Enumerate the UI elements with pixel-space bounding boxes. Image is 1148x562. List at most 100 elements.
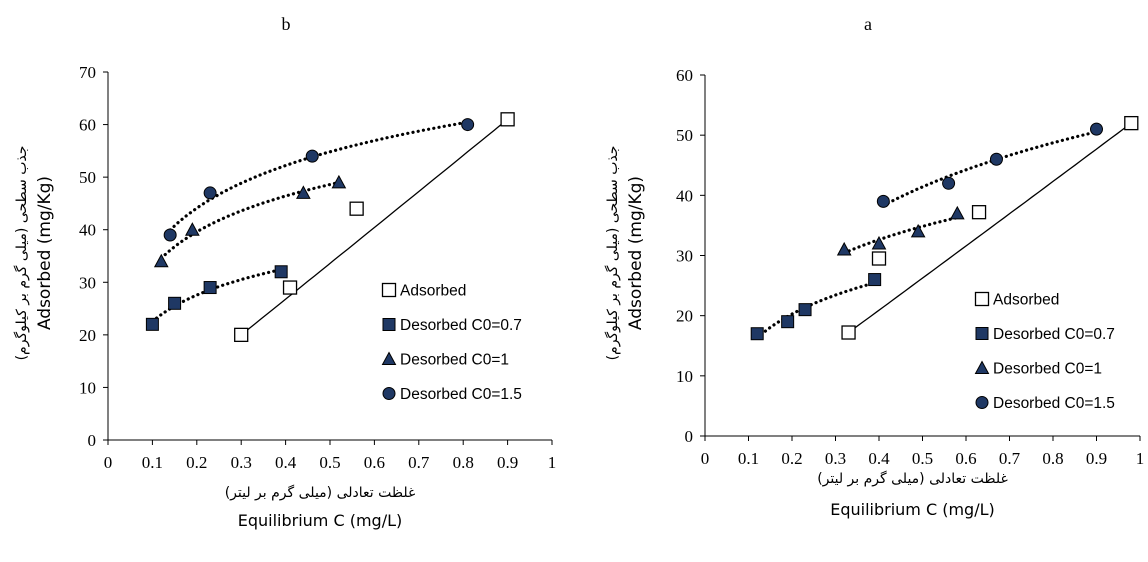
x-tick-label: 0.2: [781, 449, 802, 468]
x-tick-label: 0.5: [319, 453, 340, 472]
legend-label: Desorbed C0=0.7: [993, 326, 1115, 343]
data-point-series-2: [185, 222, 200, 236]
data-point-series-3: [461, 118, 475, 132]
x-tick-label: 1: [548, 453, 557, 472]
data-point-series-0: [1124, 115, 1139, 131]
x-tick-label: 0.2: [186, 453, 207, 472]
legend-marker: [974, 291, 990, 307]
legend-marker: [975, 396, 989, 409]
y-tick-label: 60: [79, 116, 96, 135]
x-tick-label: 0.9: [497, 453, 518, 472]
x-tick-label: 0.8: [453, 453, 474, 472]
data-point-series-0: [971, 205, 987, 220]
y-axis-label-persian: جذب سطحی (میلی گرم بر کیلوگرم): [604, 146, 621, 361]
chart-panel-a: a 0 10 20 30 40 50 60 0 0.1 0.2 0.3 0.4 0.5 0.6 0.7 0.8 0…: [604, 14, 1144, 519]
y-tick-label: 30: [79, 273, 96, 292]
x-axis-label: Equilibrium C (mg/L): [830, 500, 995, 519]
data-point-series-3: [876, 194, 890, 208]
data-point-series-1: [203, 281, 217, 295]
y-tick-label: 0: [88, 431, 97, 450]
data-point-series-2: [871, 235, 887, 250]
legend-marker: [381, 351, 397, 365]
legend-marker: [975, 327, 989, 340]
panel-letter: b: [282, 14, 291, 34]
data-point-series-1: [168, 296, 182, 310]
x-tick-label: 0.7: [408, 453, 430, 472]
x-tick-label: 0.1: [738, 449, 759, 468]
x-tick-label: 0.1: [142, 453, 163, 472]
trendline-adsorbed: [848, 122, 1132, 334]
legend-marker: [382, 387, 396, 400]
y-tick-label: 50: [676, 126, 693, 145]
data-point-series-0: [234, 327, 249, 343]
legend-label: Desorbed C0=1: [400, 352, 509, 369]
data-point-series-3: [203, 186, 217, 200]
y-tick-label: 10: [676, 367, 693, 386]
y-tick-label: 30: [676, 247, 693, 266]
y-tick-label: 10: [79, 378, 96, 397]
y-axis-label: Adsorbed (mg/Kg): [35, 176, 55, 330]
trendline-series-1: [755, 281, 877, 340]
data-point-series-1: [798, 303, 812, 317]
y-tick-label: 70: [79, 63, 96, 82]
y-axis-label-persian: جذب سطحی (میلی گرم بر کیلوگرم): [13, 146, 30, 361]
y-tick-label: 40: [676, 186, 693, 205]
x-tick-label: 0.3: [825, 449, 846, 468]
data-point-series-1: [781, 315, 795, 329]
panel-letter: a: [864, 14, 872, 34]
x-axis-label: Equilibrium C (mg/L): [238, 511, 403, 530]
data-point-series-0: [349, 201, 364, 216]
trendline-series-3: [881, 130, 1099, 208]
x-tick-label: 0: [701, 449, 710, 468]
x-axis-label-persian: غلظت تعادلی (میلی گرم بر لیتر): [817, 470, 1008, 487]
data-point-series-3: [1090, 122, 1103, 136]
legend-marker: [381, 282, 397, 298]
y-tick-label: 60: [676, 66, 693, 85]
data-point-series-0: [841, 325, 856, 340]
legend-marker: [382, 318, 396, 331]
x-tick-label: 0.6: [364, 453, 385, 472]
data-point-series-2: [836, 241, 852, 256]
data-point-series-2: [910, 223, 926, 238]
y-tick-label: 50: [79, 168, 96, 187]
data-point-series-1: [868, 273, 882, 287]
trendline-series-2: [159, 180, 341, 260]
data-point-series-2: [296, 185, 311, 199]
x-tick-label: 0.5: [912, 449, 933, 468]
x-tick-label: 0.8: [1042, 449, 1063, 468]
y-axis-label: Adsorbed (mg/Kg): [626, 176, 646, 330]
data-point-series-3: [305, 149, 319, 163]
x-tick-label: 1: [1136, 449, 1145, 468]
y-tick-label: 20: [676, 307, 693, 326]
legend-label: Desorbed C0=0.7: [400, 317, 522, 334]
data-point-series-1: [145, 317, 159, 331]
y-tick-label: 20: [79, 326, 96, 345]
data-point-series-3: [942, 176, 956, 190]
trendline-series-1: [150, 268, 283, 324]
x-axis-label-persian: غلظت تعادلی (میلی گرم بر لیتر): [225, 484, 416, 501]
data-point-series-2: [949, 205, 965, 220]
trendline-series-3: [168, 120, 470, 232]
x-tick-label: 0: [104, 453, 113, 472]
y-tick-label: 0: [685, 427, 694, 446]
data-point-series-3: [163, 228, 177, 242]
x-tick-label: 0.4: [868, 449, 890, 468]
chart-panel-b: b 0 10 20 30 40 50 60 70 0 0.1 0.2 0.3 0.4 0.5 0.6 0.7 0.…: [13, 14, 556, 530]
legend-label: Adsorbed: [993, 292, 1059, 309]
legend-label: Desorbed C0=1.5: [993, 395, 1115, 412]
y-tick-label: 40: [79, 221, 96, 240]
legend-marker: [974, 360, 990, 374]
data-point-series-3: [989, 152, 1003, 166]
data-point-series-1: [274, 265, 288, 279]
data-point-series-0: [282, 280, 298, 295]
data-point-series-2: [331, 174, 347, 189]
data-point-series-0: [871, 251, 887, 266]
x-tick-label: 0.3: [231, 453, 252, 472]
data-point-series-2: [153, 253, 169, 268]
x-tick-label: 0.9: [1086, 449, 1107, 468]
data-point-series-1: [750, 327, 764, 341]
x-tick-label: 0.7: [999, 449, 1021, 468]
x-tick-label: 0.6: [955, 449, 976, 468]
legend-label: Desorbed C0=1.5: [400, 386, 522, 403]
